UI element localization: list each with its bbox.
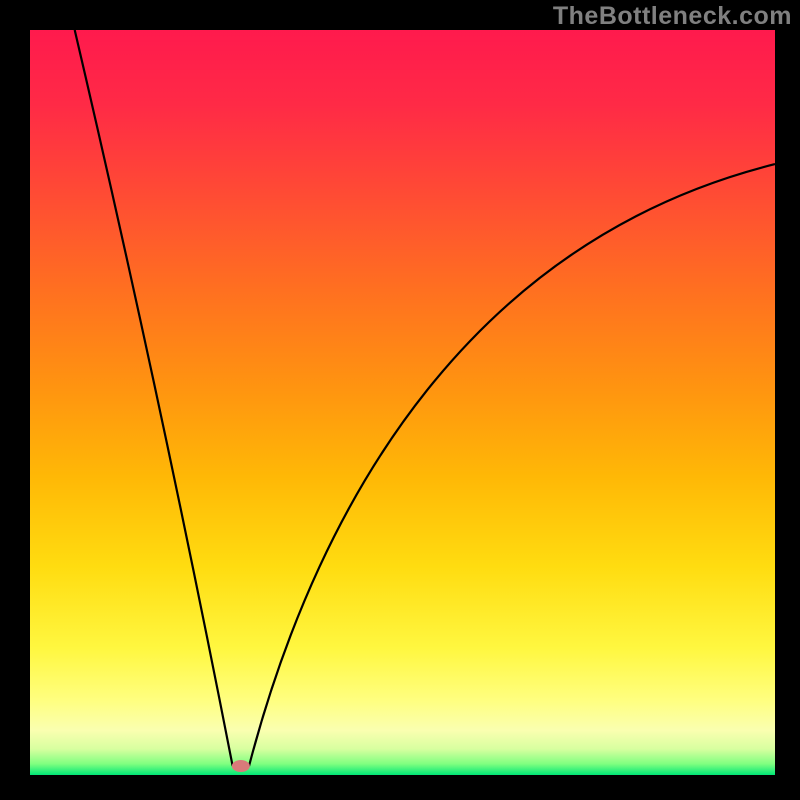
plot-background (30, 30, 775, 775)
optimal-point-marker (232, 760, 250, 772)
bottleneck-chart (0, 0, 800, 800)
watermark-text: TheBottleneck.com (553, 2, 792, 31)
